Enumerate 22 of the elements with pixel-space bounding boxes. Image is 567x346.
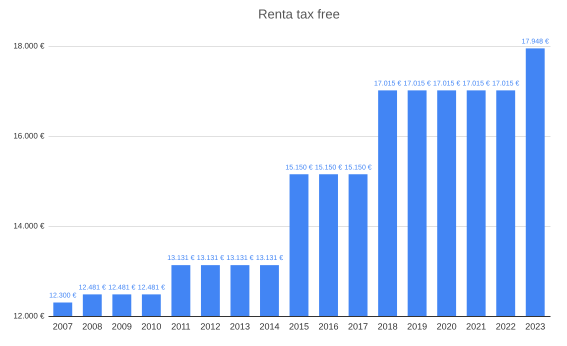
- x-tick-label: 2022: [496, 322, 516, 332]
- x-tick-label: 2015: [288, 322, 310, 332]
- x-tick-label: 2013: [230, 322, 250, 332]
- x-tick-label: 2016: [318, 322, 339, 332]
- x-tick-label: 2018: [378, 322, 398, 332]
- x-tick-label: 2010: [141, 322, 162, 332]
- chart-title: Renta tax free: [258, 6, 340, 22]
- x-tick-label: 2008: [82, 322, 102, 332]
- x-tick-label: 2017: [348, 322, 368, 332]
- y-tick-label: 14.000 €: [13, 222, 46, 230]
- x-tick-label: 2014: [259, 322, 280, 332]
- y-tick-label: 18.000 €: [13, 42, 46, 50]
- x-tick-label: 2009: [112, 322, 132, 332]
- x-tick-label: 2012: [200, 322, 220, 332]
- y-tick-label: 12.000 €: [13, 312, 46, 320]
- x-tick-label: 2019: [407, 322, 428, 332]
- y-tick-label: 16.000 €: [13, 132, 46, 140]
- x-tick-label: 2007: [52, 322, 73, 332]
- x-tick-label: 2020: [436, 322, 457, 332]
- x-tick-label: 2023: [525, 322, 546, 332]
- x-tick-label: 2011: [171, 322, 191, 332]
- x-tick-label: 2021: [466, 322, 486, 332]
